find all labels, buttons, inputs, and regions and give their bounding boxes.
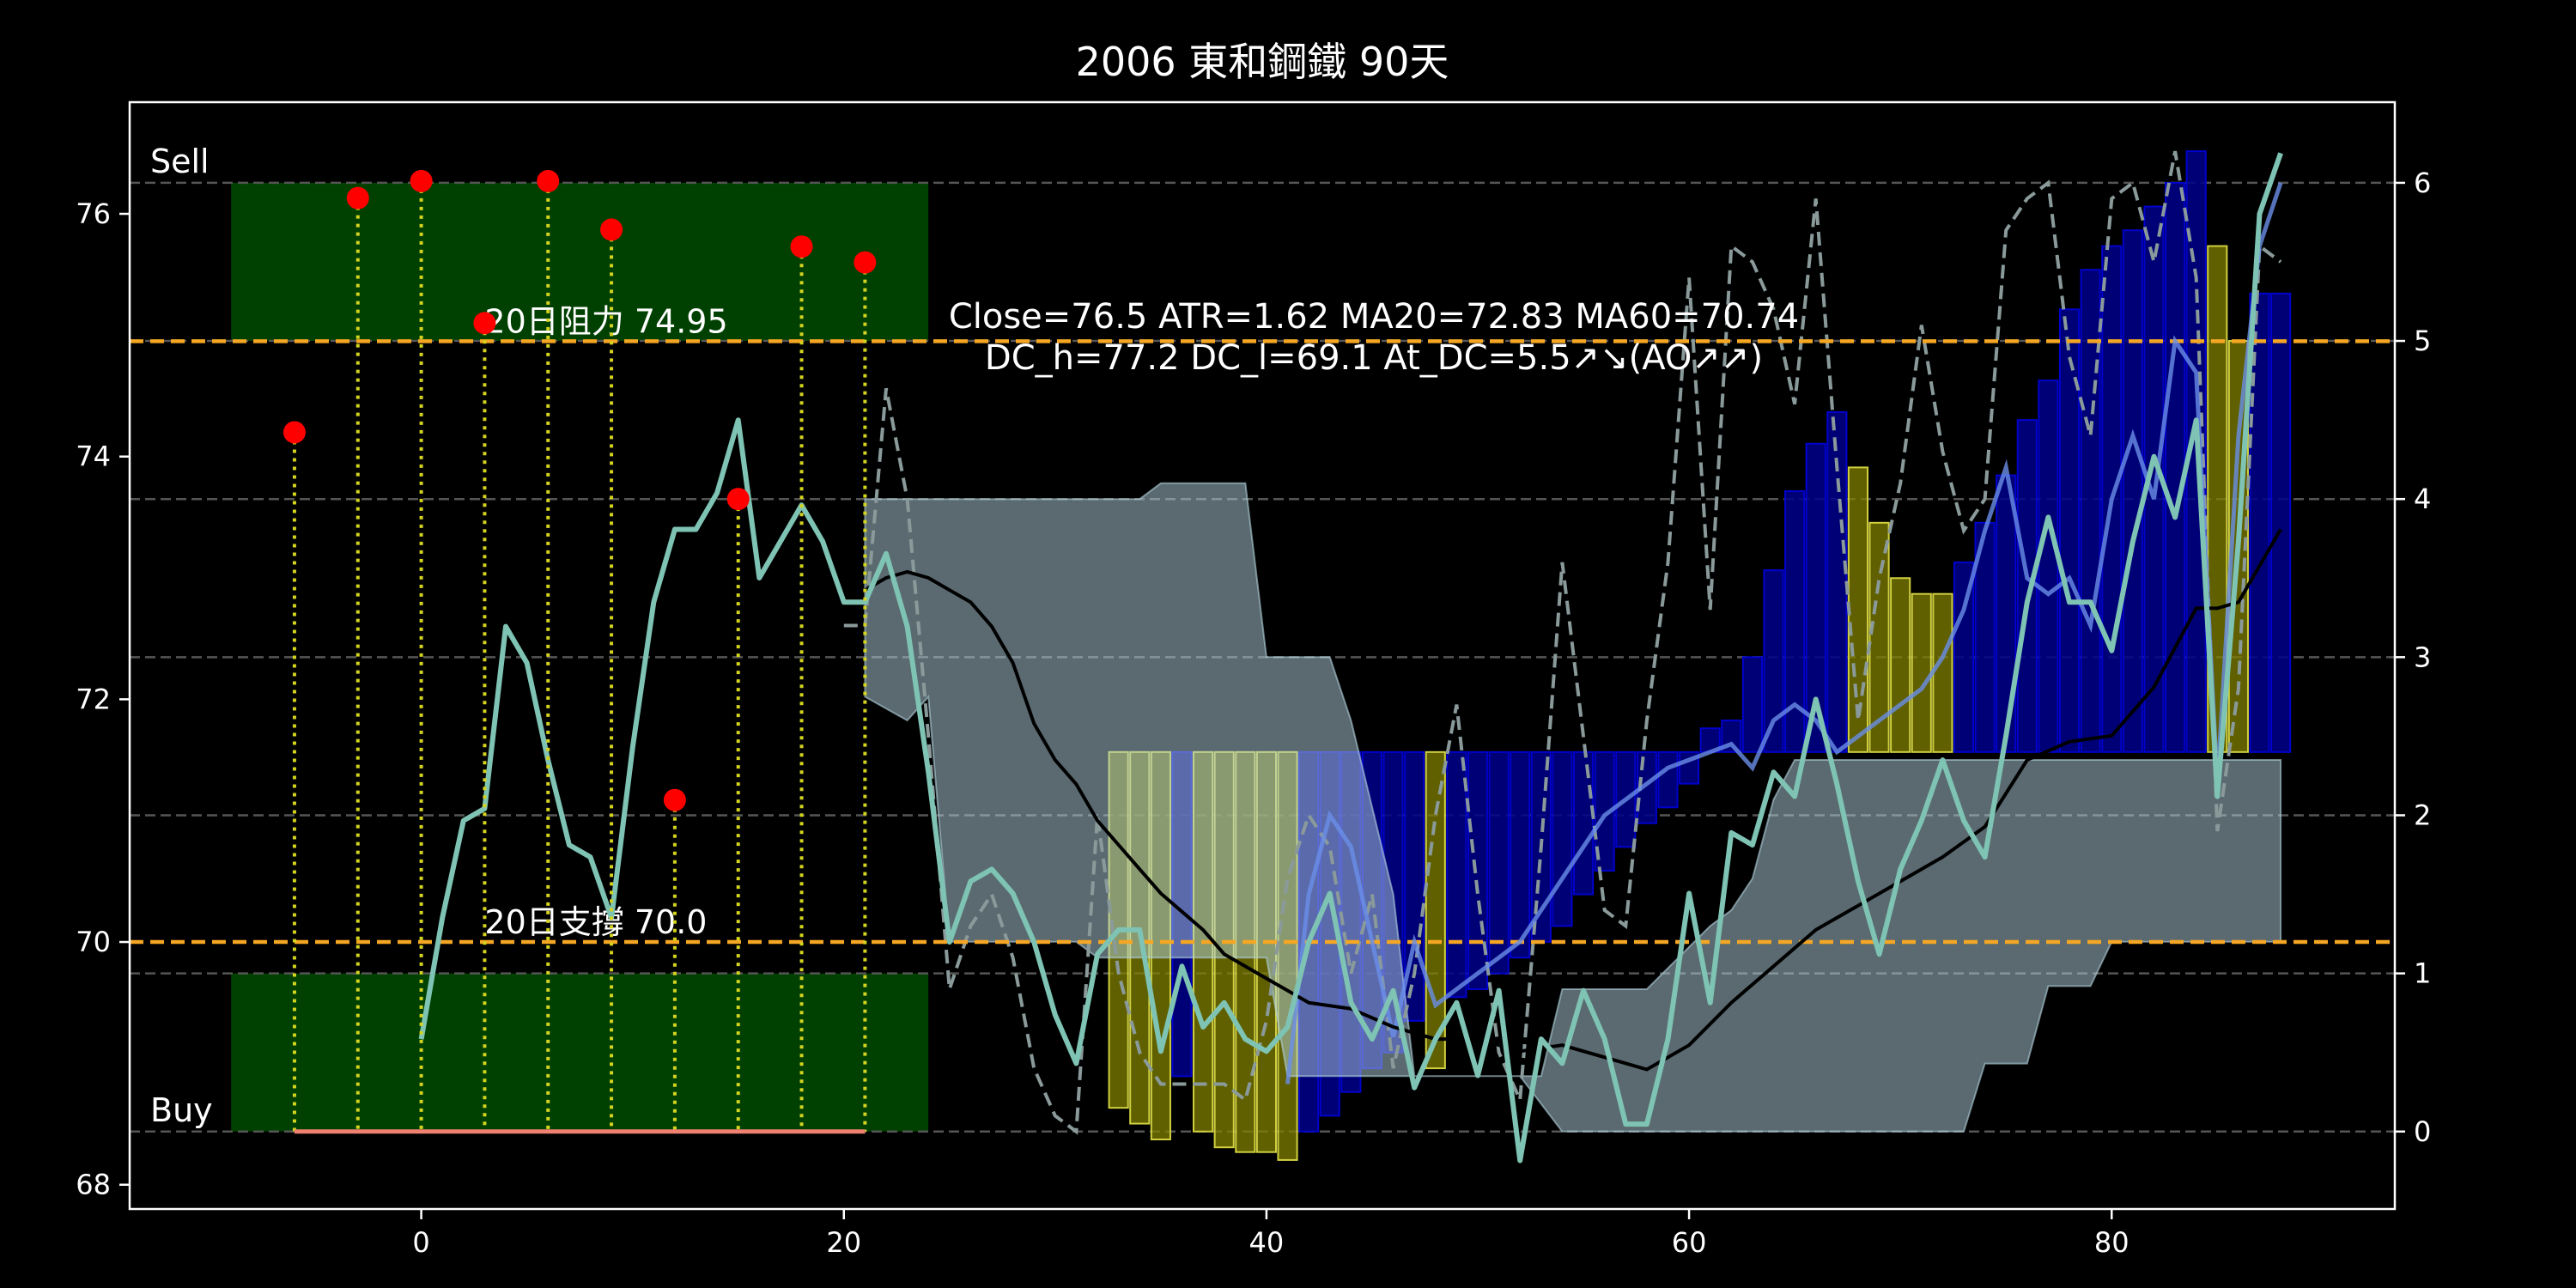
x-tick-label: 60 [1672, 1226, 1707, 1259]
signal-marker [283, 421, 306, 444]
chart-title: 2006 東和鋼鐵 90天 [1076, 39, 1449, 85]
signal-marker [663, 788, 686, 811]
histogram-bar [1805, 442, 1826, 753]
x-tick-label: 20 [826, 1226, 861, 1259]
y-tick-label: 70 [76, 926, 111, 958]
signal-marker [854, 251, 877, 274]
histogram-bar [1932, 592, 1953, 753]
histogram-bar [1594, 750, 1615, 872]
histogram-bar [2165, 181, 2186, 753]
histogram-bar [1784, 489, 1806, 753]
y-tick-label: 68 [76, 1169, 111, 1201]
signal-marker [790, 235, 813, 258]
y2-tick-label: 6 [2414, 167, 2431, 199]
histogram-bar [1446, 750, 1467, 999]
close-line [418, 152, 2283, 1163]
histogram-bar [1974, 521, 1996, 753]
histogram-bar [1953, 561, 1975, 753]
x-tick-label: 0 [412, 1226, 429, 1259]
y2-tick-label: 3 [2414, 641, 2431, 673]
histogram-bar [1890, 577, 1911, 753]
histogram-bar [1657, 750, 1679, 809]
histogram-bar [1488, 750, 1510, 975]
annotation: Close=76.5 ATR=1.62 MA20=72.83 MA60=70.7… [949, 297, 1799, 337]
x-tick-label: 40 [1249, 1226, 1285, 1259]
histogram-bar [1425, 750, 1446, 1070]
y2-tick-label: 0 [2414, 1115, 2431, 1148]
plot-area: 20日阻力 74.95 20日支撐 70.0 Sell Buy Close=76.5 A… [130, 143, 2395, 1163]
ma-line [864, 528, 2282, 1072]
y2-tick-label: 2 [2414, 799, 2431, 831]
histogram-bar [1763, 569, 1784, 753]
y2-tick-label: 1 [2414, 957, 2431, 990]
plot-frame [128, 100, 2397, 1211]
histogram-bar [2249, 292, 2270, 753]
y-tick-label: 72 [76, 683, 111, 715]
y2-tick-label: 4 [2414, 483, 2431, 515]
zone-label: Sell [150, 143, 210, 180]
histogram-bar [2038, 380, 2059, 753]
zone [231, 973, 929, 1132]
y-tick-label: 74 [76, 440, 111, 473]
histogram-bar [2122, 229, 2143, 753]
x-tick-label: 80 [2094, 1226, 2129, 1259]
signal-marker [537, 169, 560, 192]
axes: 0 20 40 60 80 68 70 72 74 76 0 1 2 3 4 5 6 [76, 100, 2431, 1259]
histogram-bar [1510, 750, 1531, 959]
level-label: 20日支撐 70.0 [484, 903, 707, 941]
histogram-bar [1572, 750, 1595, 896]
signal-marker [346, 186, 369, 210]
level-label: 20日阻力 74.95 [484, 302, 727, 340]
histogram-bar [2058, 308, 2081, 753]
annotation: DC_h=77.2 DC_l=69.1 At_DC=5.5↗↘(AO↗↗) [985, 338, 1763, 378]
histogram-bar [2270, 292, 2292, 753]
histogram-bar [1552, 750, 1573, 927]
signal-marker [726, 488, 750, 511]
histogram-bar [1868, 521, 1890, 753]
y2-tick-label: 5 [2414, 325, 2431, 357]
signal-marker [410, 169, 433, 192]
zone-label: Buy [150, 1091, 213, 1129]
signal-marker [473, 312, 496, 335]
signal-marker [600, 218, 623, 241]
zone [231, 182, 929, 342]
channel-band [864, 482, 2282, 1133]
histogram-bar [1996, 474, 2017, 753]
histogram-bar [1911, 592, 1932, 753]
trend-line [1285, 182, 2283, 1084]
y-tick-label: 76 [76, 197, 111, 230]
histogram-bar [1741, 656, 1763, 753]
